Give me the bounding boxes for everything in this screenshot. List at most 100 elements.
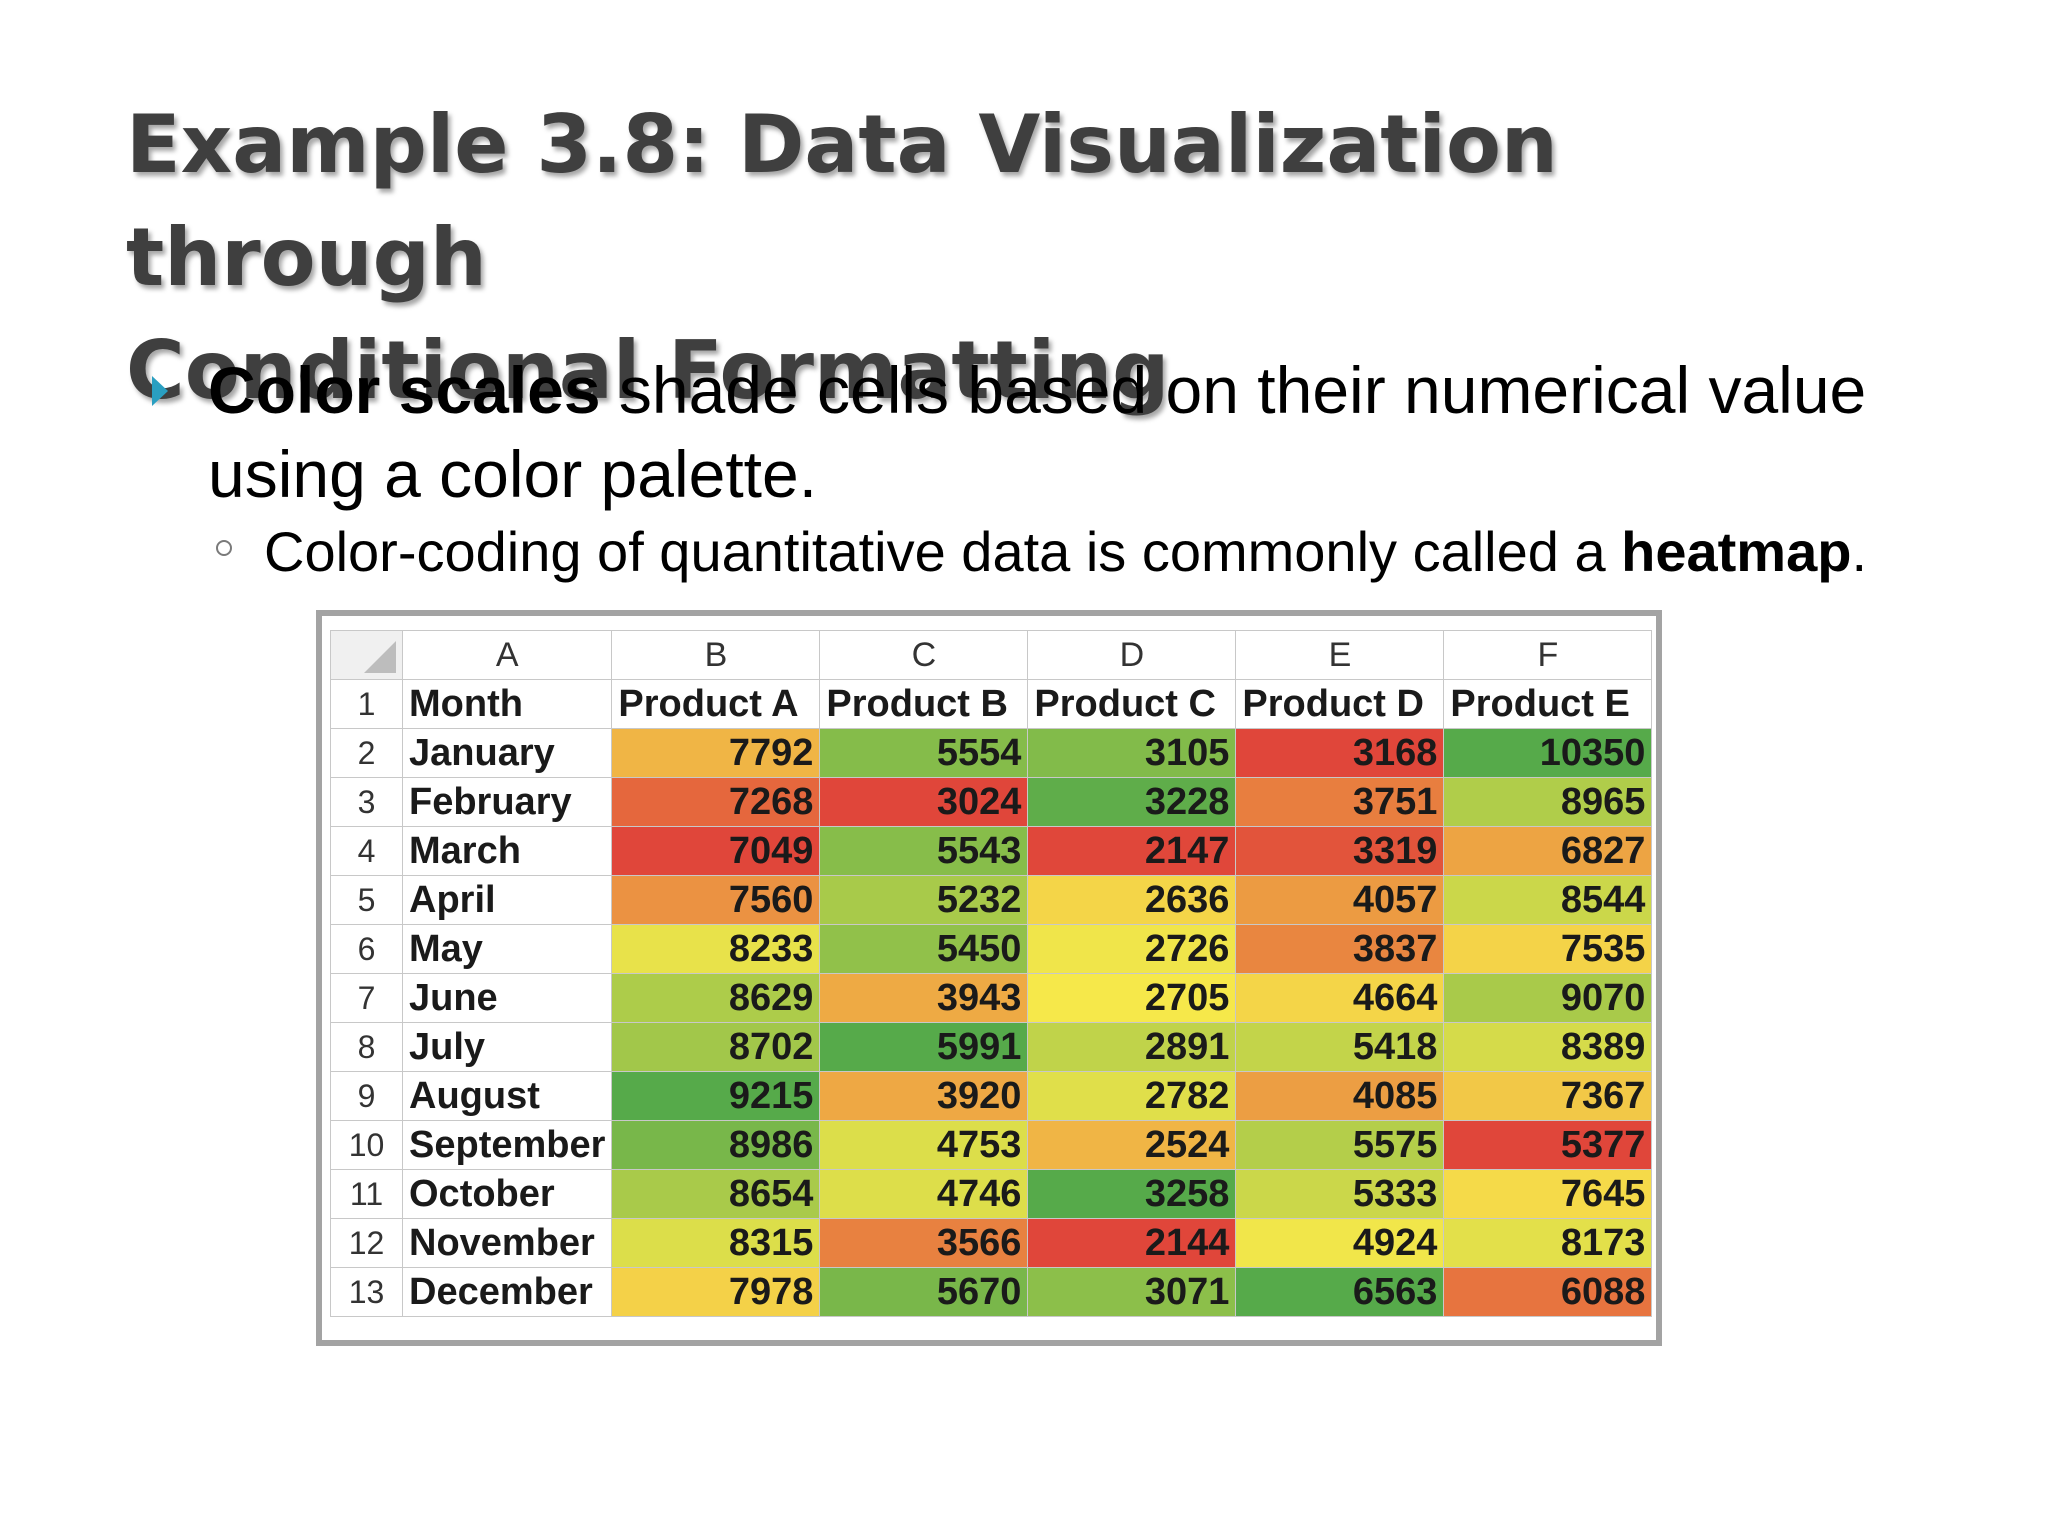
row-number: 12 <box>330 1218 403 1268</box>
value-cell: 5543 <box>819 826 1029 876</box>
value-cell: 8629 <box>611 973 821 1023</box>
value-cell: 6827 <box>1443 826 1653 876</box>
table-row: 2 January 7792 5554 3105 3168 10350 <box>330 728 1653 778</box>
value-cell: 5333 <box>1235 1169 1445 1219</box>
month-cell: August <box>401 1071 613 1121</box>
table-row: 12 November 8315 3566 2144 4924 8173 <box>330 1218 1653 1268</box>
value-cell: 3837 <box>1235 924 1445 974</box>
header-cell: Product D <box>1235 679 1445 729</box>
month-cell: November <box>401 1218 613 1268</box>
value-cell: 8233 <box>611 924 821 974</box>
table-row: 13 December 7978 5670 3071 6563 6088 <box>330 1267 1653 1317</box>
table-row: 5 April 7560 5232 2636 4057 8544 <box>330 875 1653 925</box>
row-number: 5 <box>330 875 403 925</box>
value-cell: 4664 <box>1235 973 1445 1023</box>
row-number: 2 <box>330 728 403 778</box>
month-cell: May <box>401 924 613 974</box>
header-cell: Product B <box>819 679 1029 729</box>
value-cell: 8389 <box>1443 1022 1653 1072</box>
value-cell: 10350 <box>1443 728 1653 778</box>
value-cell: 9215 <box>611 1071 821 1121</box>
column-header-e: E <box>1235 630 1445 680</box>
row-number: 1 <box>330 679 403 729</box>
table-row: 11 October 8654 4746 3258 5333 7645 <box>330 1169 1653 1219</box>
value-cell: 3228 <box>1027 777 1237 827</box>
value-cell: 5232 <box>819 875 1029 925</box>
row-number: 3 <box>330 777 403 827</box>
value-cell: 2524 <box>1027 1120 1237 1170</box>
table-row: 9 August 9215 3920 2782 4085 7367 <box>330 1071 1653 1121</box>
value-cell: 8315 <box>611 1218 821 1268</box>
row-number: 7 <box>330 973 403 1023</box>
column-header-b: B <box>611 630 821 680</box>
sub-bullet-bold-term: heatmap <box>1621 520 1852 583</box>
value-cell: 3105 <box>1027 728 1237 778</box>
column-header-c: C <box>819 630 1029 680</box>
value-cell: 3071 <box>1027 1267 1237 1317</box>
value-cell: 3024 <box>819 777 1029 827</box>
value-cell: 5418 <box>1235 1022 1445 1072</box>
slide-title: Example 3.8: Data Visualization through … <box>126 88 1926 427</box>
value-cell: 5991 <box>819 1022 1029 1072</box>
value-cell: 8986 <box>611 1120 821 1170</box>
month-cell: December <box>401 1267 613 1317</box>
sub-bullet-period: . <box>1851 520 1868 583</box>
month-cell: July <box>401 1022 613 1072</box>
value-cell: 7049 <box>611 826 821 876</box>
bullet-text: Color scales shade cells based on their … <box>208 348 1866 516</box>
value-cell: 5670 <box>819 1267 1029 1317</box>
table-row: 3 February 7268 3024 3228 3751 8965 <box>330 777 1653 827</box>
row-number: 10 <box>330 1120 403 1170</box>
table-row: 8 July 8702 5991 2891 5418 8389 <box>330 1022 1653 1072</box>
value-cell: 4085 <box>1235 1071 1445 1121</box>
table-row: 10 September 8986 4753 2524 5575 5377 <box>330 1120 1653 1170</box>
value-cell: 3319 <box>1235 826 1445 876</box>
header-cell: Product A <box>611 679 821 729</box>
value-cell: 2636 <box>1027 875 1237 925</box>
value-cell: 4753 <box>819 1120 1029 1170</box>
bullet-bold-term: Color scales <box>208 353 601 427</box>
value-cell: 4924 <box>1235 1218 1445 1268</box>
sub-bullet-text-main: Color-coding of quantitative data is com… <box>264 520 1622 583</box>
value-cell: 8544 <box>1443 875 1653 925</box>
month-cell: January <box>401 728 613 778</box>
circle-bullet-icon <box>216 540 232 556</box>
value-cell: 7978 <box>611 1267 821 1317</box>
value-cell: 3566 <box>819 1218 1029 1268</box>
value-cell: 3751 <box>1235 777 1445 827</box>
value-cell: 7367 <box>1443 1071 1653 1121</box>
value-cell: 2705 <box>1027 973 1237 1023</box>
value-cell: 3943 <box>819 973 1029 1023</box>
row-number: 9 <box>330 1071 403 1121</box>
triangle-bullet-icon <box>152 376 168 406</box>
value-cell: 7645 <box>1443 1169 1653 1219</box>
header-cell: Month <box>401 679 613 729</box>
value-cell: 3920 <box>819 1071 1029 1121</box>
value-cell: 6563 <box>1235 1267 1445 1317</box>
row-number: 13 <box>330 1267 403 1317</box>
select-all-icon <box>364 641 396 673</box>
header-cell: Product E <box>1443 679 1653 729</box>
table-row: 7 June 8629 3943 2705 4664 9070 <box>330 973 1653 1023</box>
value-cell: 6088 <box>1443 1267 1653 1317</box>
title-line-1: Example 3.8: Data Visualization through <box>126 98 1558 304</box>
value-cell: 7560 <box>611 875 821 925</box>
table-row: 4 March 7049 5543 2147 3319 6827 <box>330 826 1653 876</box>
row-number: 11 <box>330 1169 403 1219</box>
row-number: 6 <box>330 924 403 974</box>
month-cell: February <box>401 777 613 827</box>
month-cell: April <box>401 875 613 925</box>
sub-bullet-text: Color-coding of quantitative data is com… <box>264 520 1867 584</box>
value-cell: 8654 <box>611 1169 821 1219</box>
column-header-a: A <box>401 630 613 680</box>
value-cell: 9070 <box>1443 973 1653 1023</box>
value-cell: 2782 <box>1027 1071 1237 1121</box>
bullet-text-line2: using a color palette. <box>208 437 818 511</box>
row-number: 8 <box>330 1022 403 1072</box>
bullet-text-rest: shade cells based on their numerical val… <box>600 353 1867 427</box>
value-cell: 5554 <box>819 728 1029 778</box>
month-cell: September <box>401 1120 613 1170</box>
value-cell: 8702 <box>611 1022 821 1072</box>
